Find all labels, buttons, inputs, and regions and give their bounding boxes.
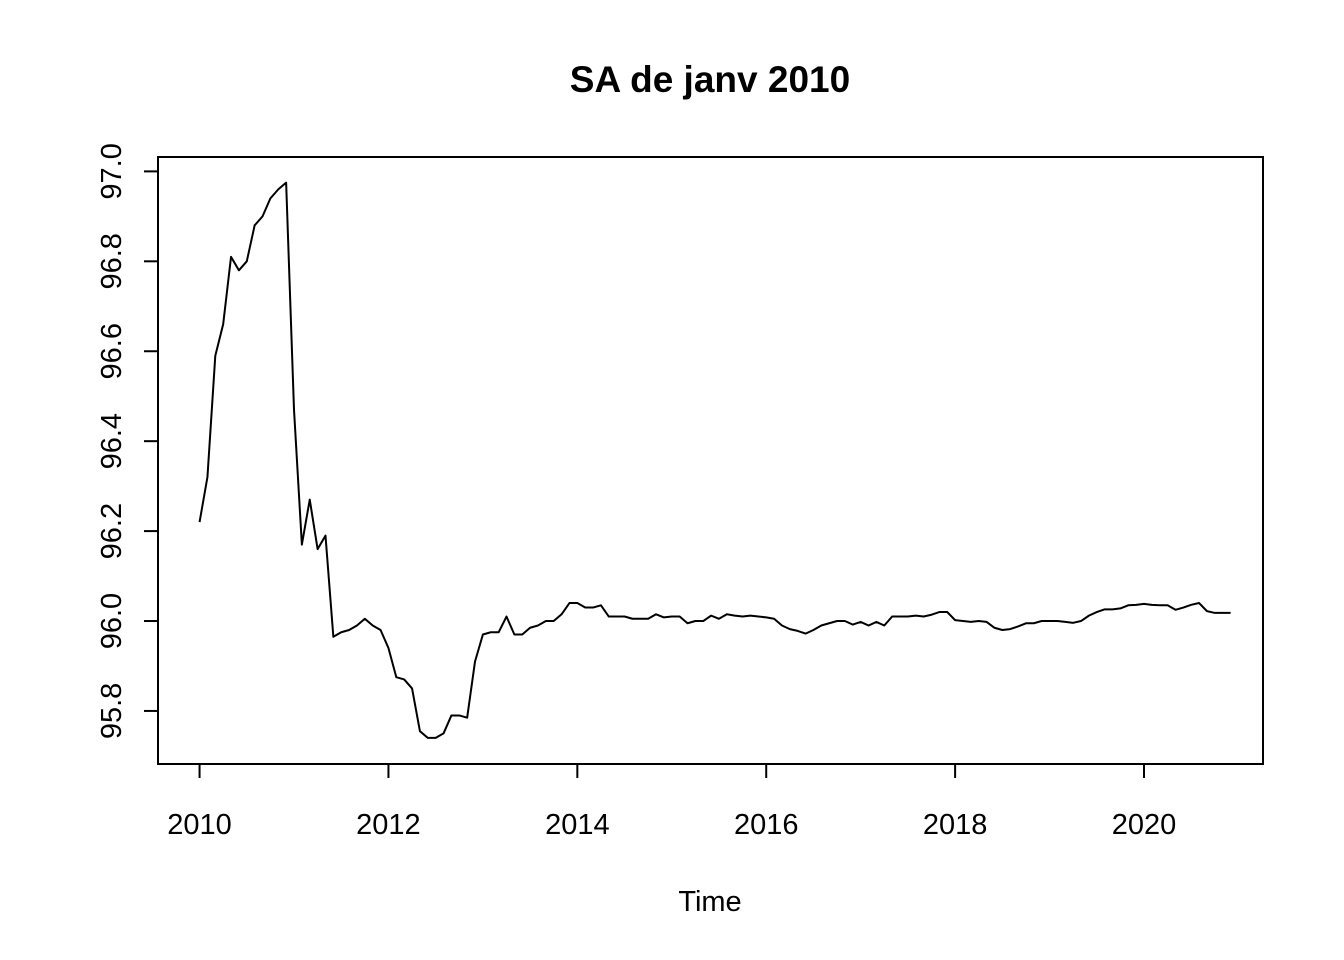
x-tick-label: 2016: [734, 809, 799, 841]
series-line: [198, 181, 1231, 739]
x-tick-label: 2010: [167, 809, 232, 841]
x-axis: 2010 2012 2014 2016 2018 2020: [167, 763, 1177, 841]
y-tick-label: 97.0: [96, 143, 128, 199]
chart-title: SA de janv 2010: [570, 59, 850, 100]
y-tick-label: 96.0: [96, 593, 128, 649]
x-tick-label: 2018: [923, 809, 988, 841]
x-axis-label: Time: [678, 886, 741, 918]
x-tick-label: 2012: [356, 809, 421, 841]
y-tick-label: 96.4: [96, 413, 128, 469]
y-axis: 95.8 96.0 96.2 96.4 96.6 96.8 97.0: [96, 143, 159, 739]
y-tick-label: 95.8: [96, 683, 128, 739]
x-tick-label: 2020: [1112, 809, 1177, 841]
y-tick-label: 96.6: [96, 323, 128, 379]
y-tick-label: 96.2: [96, 503, 128, 559]
x-tick-label: 2014: [545, 809, 610, 841]
y-tick-label: 96.8: [96, 233, 128, 289]
plot-frame: [157, 156, 1264, 765]
